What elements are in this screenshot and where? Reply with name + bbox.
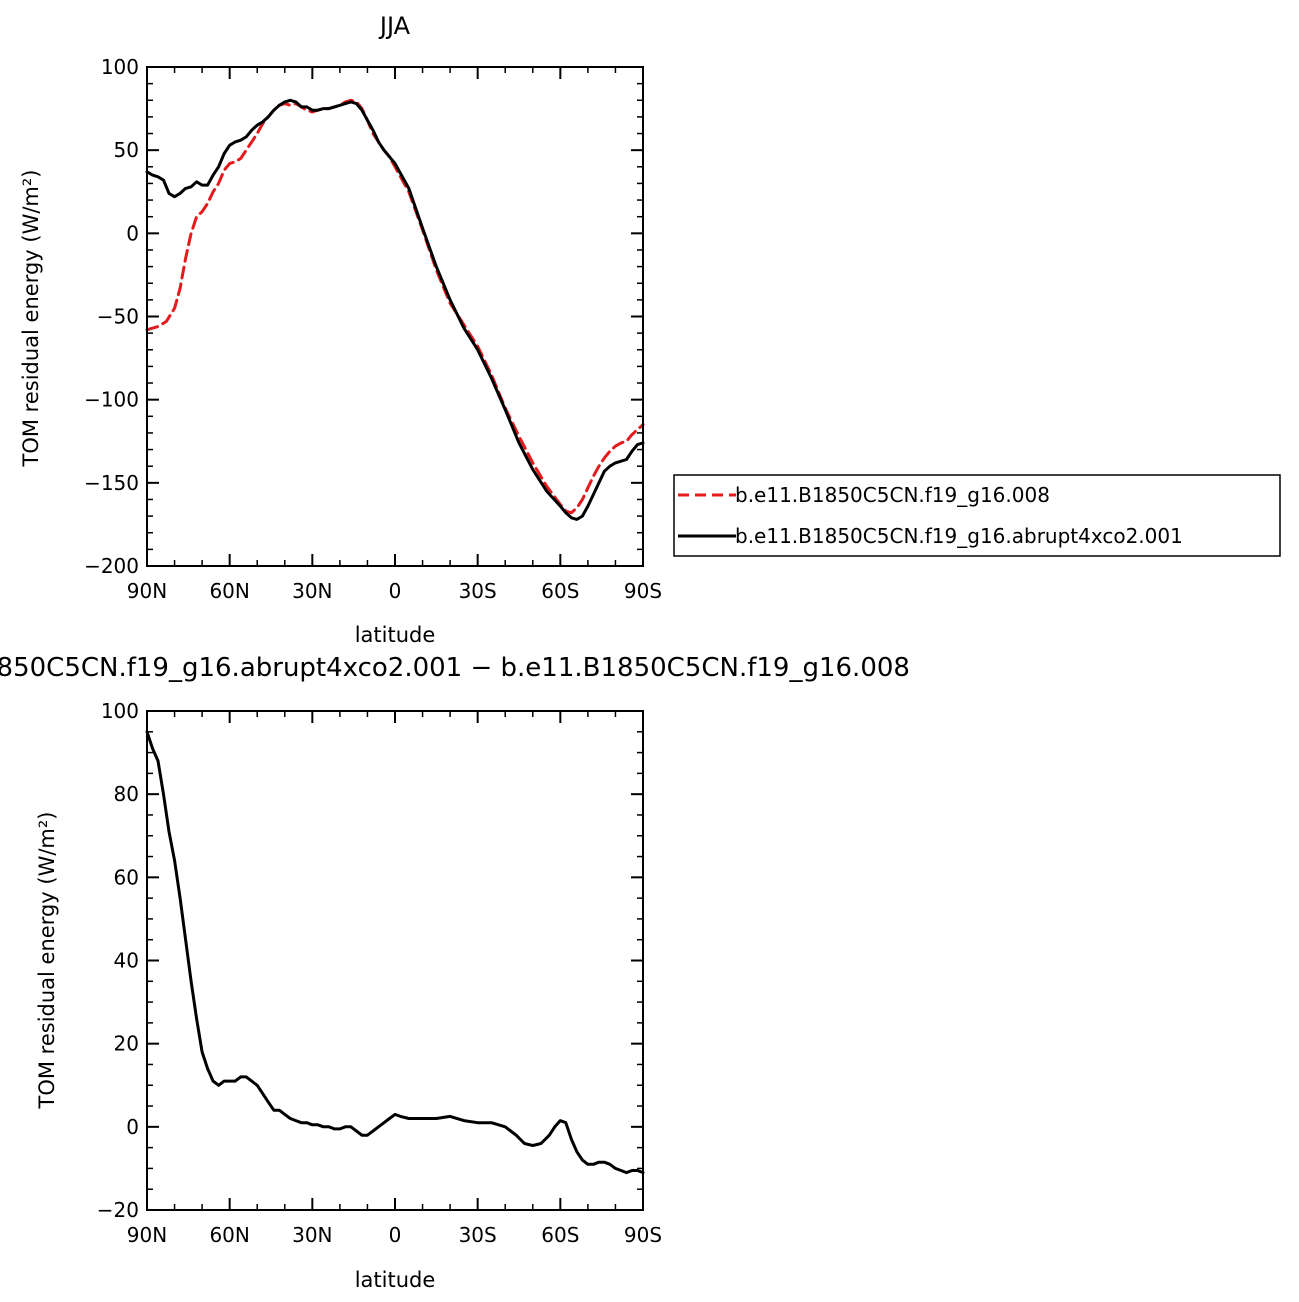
bottom-x-tick-label: 60S — [541, 1223, 579, 1247]
top-y-axis-label: TOM residual energy (W/m²) — [19, 170, 43, 468]
bottom-x-tick-label: 30S — [459, 1223, 497, 1247]
top-x-tick-label: 90S — [624, 579, 662, 603]
top-y-tick-label: −50 — [97, 305, 139, 329]
bottom-series-group — [145, 730, 645, 1175]
top-x-tick-label: 0 — [389, 579, 402, 603]
bottom-x-tick-label: 60N — [209, 1223, 249, 1247]
top-y-tick-label: 100 — [101, 55, 139, 79]
top-panel-title: JJA — [378, 12, 411, 40]
bottom-x-tick-label: 0 — [389, 1223, 402, 1247]
top-plot-frame — [146, 66, 644, 567]
bottom-y-tick-label: 80 — [114, 782, 139, 806]
top-x-axis-label: latitude — [355, 623, 436, 647]
top-x-tick-label: 60N — [209, 579, 249, 603]
legend: b.e11.B1850C5CN.f19_g16.008 b.e11.B1850C… — [673, 474, 1281, 557]
top-x-tick-label: 60S — [541, 579, 579, 603]
top-x-tick-label: 90N — [127, 579, 167, 603]
bottom-series-line-0 — [145, 730, 645, 1175]
top-y-tick-label: 0 — [126, 221, 139, 245]
bottom-y-tick-label: 60 — [114, 865, 139, 889]
legend-label-abrupt4xco2: b.e11.B1850C5CN.f19_g16.abrupt4xco2.001 — [735, 524, 1183, 548]
bottom-x-tick-label: 30N — [292, 1223, 332, 1247]
top-x-tick-label: 30N — [292, 579, 332, 603]
bottom-y-tick-label: 20 — [114, 1032, 139, 1056]
top-x-tick-label: 30S — [459, 579, 497, 603]
bottom-panel-title: b.e11.B1850C5CN.f19_g16.abrupt4xco2.001 … — [0, 653, 910, 683]
top-y-tick-label: 50 — [114, 138, 139, 162]
bottom-y-tick-label: 100 — [101, 699, 139, 723]
bottom-y-axis-label: TOM residual energy (W/m²) — [35, 812, 59, 1110]
bottom-x-tick-label: 90S — [624, 1223, 662, 1247]
top-series-group — [145, 98, 645, 521]
top-y-tick-label: −200 — [84, 554, 139, 578]
top-y-tick-label: −150 — [84, 471, 139, 495]
top-series-line-0 — [145, 98, 645, 515]
bottom-x-axis-label: latitude — [355, 1268, 436, 1292]
bottom-y-tick-label: 0 — [126, 1115, 139, 1139]
bottom-y-tick-label: 40 — [114, 949, 139, 973]
bottom-y-tick-label: −20 — [97, 1198, 139, 1222]
top-y-tick-label: −100 — [84, 388, 139, 412]
bottom-panel: b.e11.B1850C5CN.f19_g16.abrupt4xco2.001 … — [0, 653, 910, 1292]
bottom-x-tick-label: 90N — [127, 1223, 167, 1247]
legend-label-control: b.e11.B1850C5CN.f19_g16.008 — [735, 483, 1050, 507]
top-series-line-1 — [145, 98, 645, 521]
legend-box — [673, 474, 1281, 557]
